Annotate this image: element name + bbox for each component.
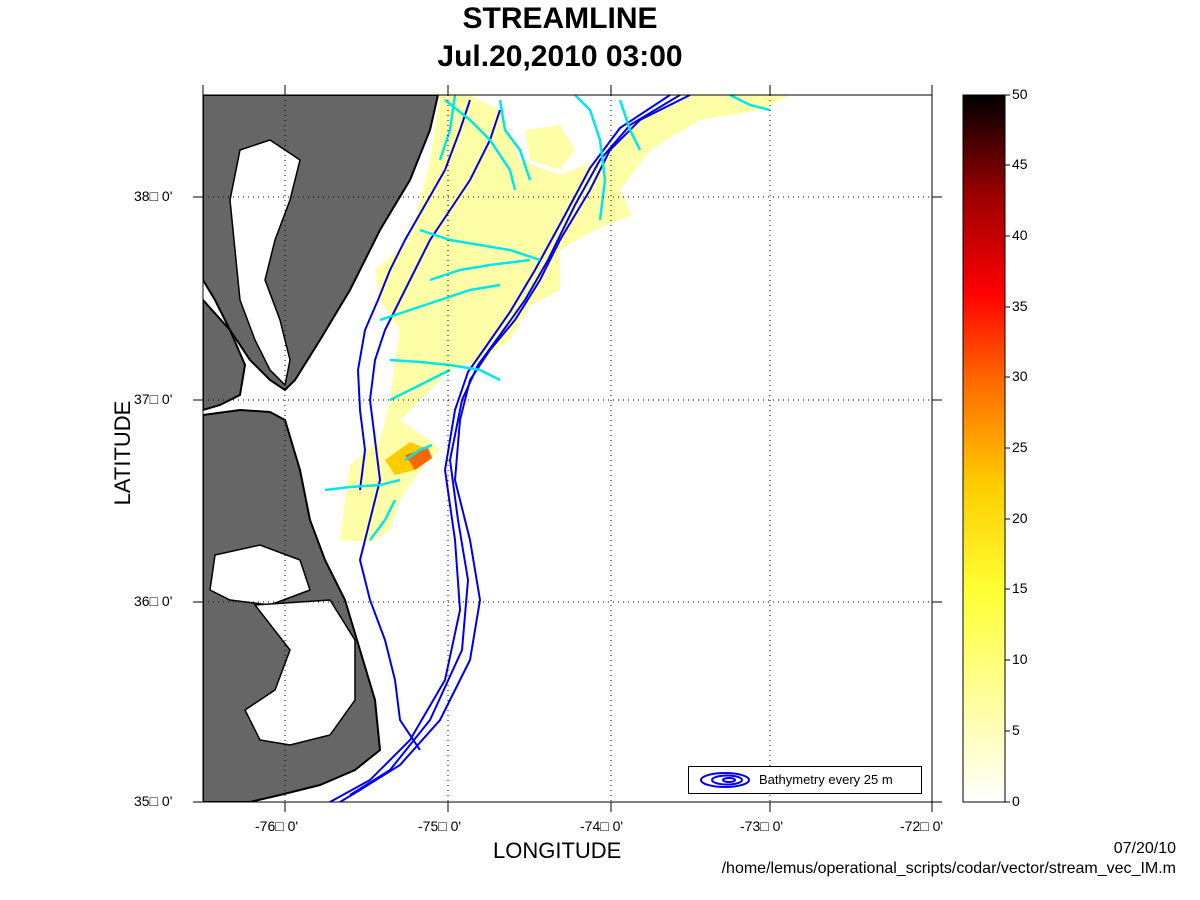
colorbar-tick-label: 20 bbox=[1012, 510, 1028, 526]
y-tick-label: 35□ 0' bbox=[134, 793, 173, 809]
western-shore-land bbox=[203, 298, 247, 412]
legend-label: Bathymetry every 25 m bbox=[759, 772, 893, 787]
bathymetry-legend-icon bbox=[700, 772, 750, 788]
chart-subtitle: Jul.20,2010 03:00 bbox=[437, 40, 683, 73]
footer-date: 07/20/10 bbox=[1113, 840, 1176, 857]
colorbar-tick-label: 45 bbox=[1012, 156, 1028, 172]
x-axis-label: LONGITUDE bbox=[493, 838, 622, 863]
y-tick-label: 36□ 0' bbox=[134, 593, 173, 609]
colorbar-tick-label: 10 bbox=[1012, 651, 1028, 667]
y-tick-label: 38□ 0' bbox=[134, 188, 173, 204]
x-tick-label: -75□ 0' bbox=[418, 818, 462, 834]
chart-title: STREAMLINE bbox=[462, 2, 658, 35]
chesapeake-bay bbox=[229, 139, 301, 387]
colorbar-tick-label: 35 bbox=[1012, 298, 1028, 314]
colorbar-tick-label: 25 bbox=[1012, 439, 1028, 455]
tick-marks bbox=[193, 85, 942, 812]
x-tick-label: -74□ 0' bbox=[580, 818, 624, 834]
colorbar-tick-label: 40 bbox=[1012, 227, 1028, 243]
x-tick-label: -76□ 0' bbox=[255, 818, 299, 834]
colorbar-tick-label: 5 bbox=[1012, 722, 1020, 738]
colorbar bbox=[962, 94, 1006, 803]
pamlico-sound bbox=[244, 599, 356, 746]
bathymetry-contours bbox=[329, 95, 691, 802]
colorbar-ticks bbox=[1005, 94, 1010, 803]
footer-path: /home/lemus/operational_scripts/codar/ve… bbox=[721, 860, 1176, 877]
bathymetry-legend: Bathymetry every 25 m bbox=[688, 766, 922, 794]
colorbar-tick-label: 0 bbox=[1012, 793, 1020, 809]
streamlines bbox=[324, 95, 771, 541]
x-tick-label: -73□ 0' bbox=[740, 818, 784, 834]
y-tick-label: 37□ 0' bbox=[134, 391, 173, 407]
colorbar-tick-label: 50 bbox=[1012, 86, 1028, 102]
plot-frame bbox=[202, 94, 933, 803]
colorbar-tick-label: 15 bbox=[1012, 580, 1028, 596]
y-axis-label: LATITUDE bbox=[110, 400, 135, 506]
x-tick-label: -72□ 0' bbox=[900, 818, 944, 834]
colorbar-tick-label: 30 bbox=[1012, 368, 1028, 384]
